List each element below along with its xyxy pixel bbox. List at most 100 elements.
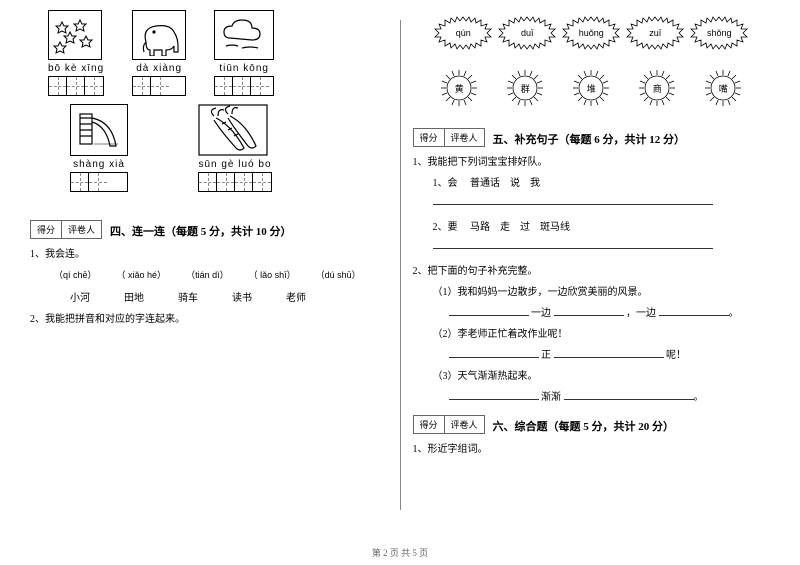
- item-sky: tiūn kōng: [214, 10, 274, 96]
- q4-1: 1、我会连。: [30, 245, 388, 260]
- score-box: 得分 评卷人: [413, 128, 485, 147]
- item-carrot: sūn gè luó bo: [198, 104, 272, 192]
- sun-circle: 嘴: [701, 66, 745, 110]
- text: 正: [541, 350, 551, 361]
- burst-row: qún duī huǒng zuī shǒng: [413, 14, 771, 52]
- word-item: 读书: [232, 289, 252, 304]
- pic-row-2: shàng xià sūn gè luó bo: [30, 104, 388, 192]
- circle-label: 嘴: [719, 82, 728, 95]
- score-pj: 评卷人: [445, 416, 484, 433]
- circle-label: 群: [521, 82, 530, 95]
- q5-1-1-label: 1、会: [433, 178, 458, 189]
- score-box: 得分 评卷人: [413, 415, 485, 434]
- q5-2-3b: 渐渐 。: [413, 388, 771, 403]
- pinyin-item: （qí chē）: [54, 268, 97, 281]
- score-box: 得分 评卷人: [30, 220, 102, 239]
- burst-shape: duī: [497, 14, 557, 52]
- burst-shape: huǒng: [561, 14, 621, 52]
- pinyin-label: shàng xià: [70, 159, 128, 170]
- text: ，一边: [626, 308, 656, 319]
- section-5-header: 得分 评卷人 五、补充句子（每题 6 分，共计 12 分）: [413, 128, 771, 147]
- score-defen: 得分: [414, 129, 445, 146]
- pinyin-list: （qí chē） （ xiǎo hé） （tián dì） （ lǎo shī）…: [30, 268, 388, 281]
- circle-row: 黄 群 堆 商 嘴: [413, 66, 771, 110]
- circle-label: 堆: [587, 82, 596, 95]
- text: 一边: [531, 308, 551, 319]
- page-footer: 第 2 页 共 5 页: [0, 546, 800, 559]
- tianzige: [132, 76, 186, 96]
- burst-shape: zuī: [625, 14, 685, 52]
- pinyin-label: dà xiàng: [132, 63, 186, 74]
- section-4-header: 得分 评卷人 四、连一连（每题 5 分，共计 10 分）: [30, 220, 388, 239]
- q5-2-3: （3）天气渐渐热起来。: [413, 367, 771, 382]
- burst-label: shǒng: [707, 28, 732, 38]
- pinyin-label: sūn gè luó bo: [198, 159, 272, 170]
- word-item: 田地: [124, 289, 144, 304]
- word: 斑马线: [540, 222, 570, 233]
- q5-2-1b: 一边 ，一边 。: [413, 304, 771, 319]
- text: 呢！: [666, 350, 686, 361]
- word: 过: [520, 222, 530, 233]
- word: 马路: [470, 222, 490, 233]
- pinyin-item: （ xiǎo hé）: [117, 268, 167, 281]
- pinyin-item: （dú shū）: [316, 268, 361, 281]
- carrot-icon: [198, 104, 268, 156]
- score-pj: 评卷人: [445, 129, 484, 146]
- burst-label: zuī: [649, 28, 661, 38]
- left-column: bō kè xīng dà xiàng: [30, 10, 388, 540]
- burst-shape: qún: [433, 14, 493, 52]
- sun-circle: 堆: [569, 66, 613, 110]
- word-item: 小河: [70, 289, 90, 304]
- pinyin-item: （ lǎo shī）: [249, 268, 296, 281]
- sun-circle: 商: [635, 66, 679, 110]
- pinyin-item: （tián dì）: [186, 268, 229, 281]
- burst-label: qún: [456, 28, 471, 38]
- q5-1: 1、我能把下列词宝宝排好队。: [413, 153, 771, 168]
- section-6-header: 得分 评卷人 六、综合题（每题 5 分，共计 20 分）: [413, 415, 771, 434]
- score-pj: 评卷人: [62, 221, 101, 238]
- burst-shape: shǒng: [689, 14, 749, 52]
- q5-2-2: （2）李老师正忙着改作业呢！: [413, 325, 771, 340]
- q5-2: 2、把下面的句子补充完整。: [413, 262, 771, 277]
- pinyin-label: bō kè xīng: [48, 63, 104, 74]
- text: 渐渐: [541, 392, 561, 403]
- answer-line: [413, 237, 771, 252]
- item-stars: bō kè xīng: [48, 10, 104, 96]
- circle-label: 商: [653, 82, 662, 95]
- elephant-icon: [132, 10, 186, 60]
- word: 我: [530, 178, 540, 189]
- burst-label: duī: [521, 28, 534, 38]
- item-slide: shàng xià: [70, 104, 128, 192]
- tianzige: [214, 76, 274, 96]
- q4-2: 2、我能把拼音和对应的字连起来。: [30, 310, 388, 325]
- q6-1: 1、形近字组词。: [413, 440, 771, 455]
- right-column: qún duī huǒng zuī shǒng 黄: [413, 10, 771, 540]
- burst-label: huǒng: [579, 28, 604, 38]
- cloud-icon: [214, 10, 274, 60]
- word: 走: [500, 222, 510, 233]
- column-divider: [400, 20, 401, 510]
- score-defen: 得分: [31, 221, 62, 238]
- q5-1-2-label: 2、要: [433, 222, 458, 233]
- word-list: 小河 田地 骑车 读书 老师: [30, 289, 388, 304]
- sun-circle: 黄: [437, 66, 481, 110]
- word: 说: [510, 178, 520, 189]
- slide-icon: [70, 104, 128, 156]
- q5-1-2: 2、要 马路 走 过 斑马线: [413, 218, 771, 233]
- answer-line: [413, 193, 771, 208]
- tianzige: [48, 76, 104, 96]
- page: bō kè xīng dà xiàng: [0, 0, 800, 540]
- tianzige: [70, 172, 128, 192]
- sun-circle: 群: [503, 66, 547, 110]
- q5-2-1: （1）我和妈妈一边散步，一边欣赏美丽的风景。: [413, 283, 771, 298]
- word-item: 骑车: [178, 289, 198, 304]
- section-4-title: 四、连一连（每题 5 分，共计 10 分）: [110, 223, 292, 239]
- q5-1-1: 1、会 普通话 说 我: [413, 174, 771, 189]
- item-elephant: dà xiàng: [132, 10, 186, 96]
- stars-icon: [48, 10, 102, 60]
- circle-label: 黄: [455, 82, 464, 95]
- section-6-title: 六、综合题（每题 5 分，共计 20 分）: [493, 418, 675, 434]
- pic-row-1: bō kè xīng dà xiàng: [30, 10, 388, 96]
- word: 普通话: [470, 178, 500, 189]
- pinyin-label: tiūn kōng: [214, 63, 274, 74]
